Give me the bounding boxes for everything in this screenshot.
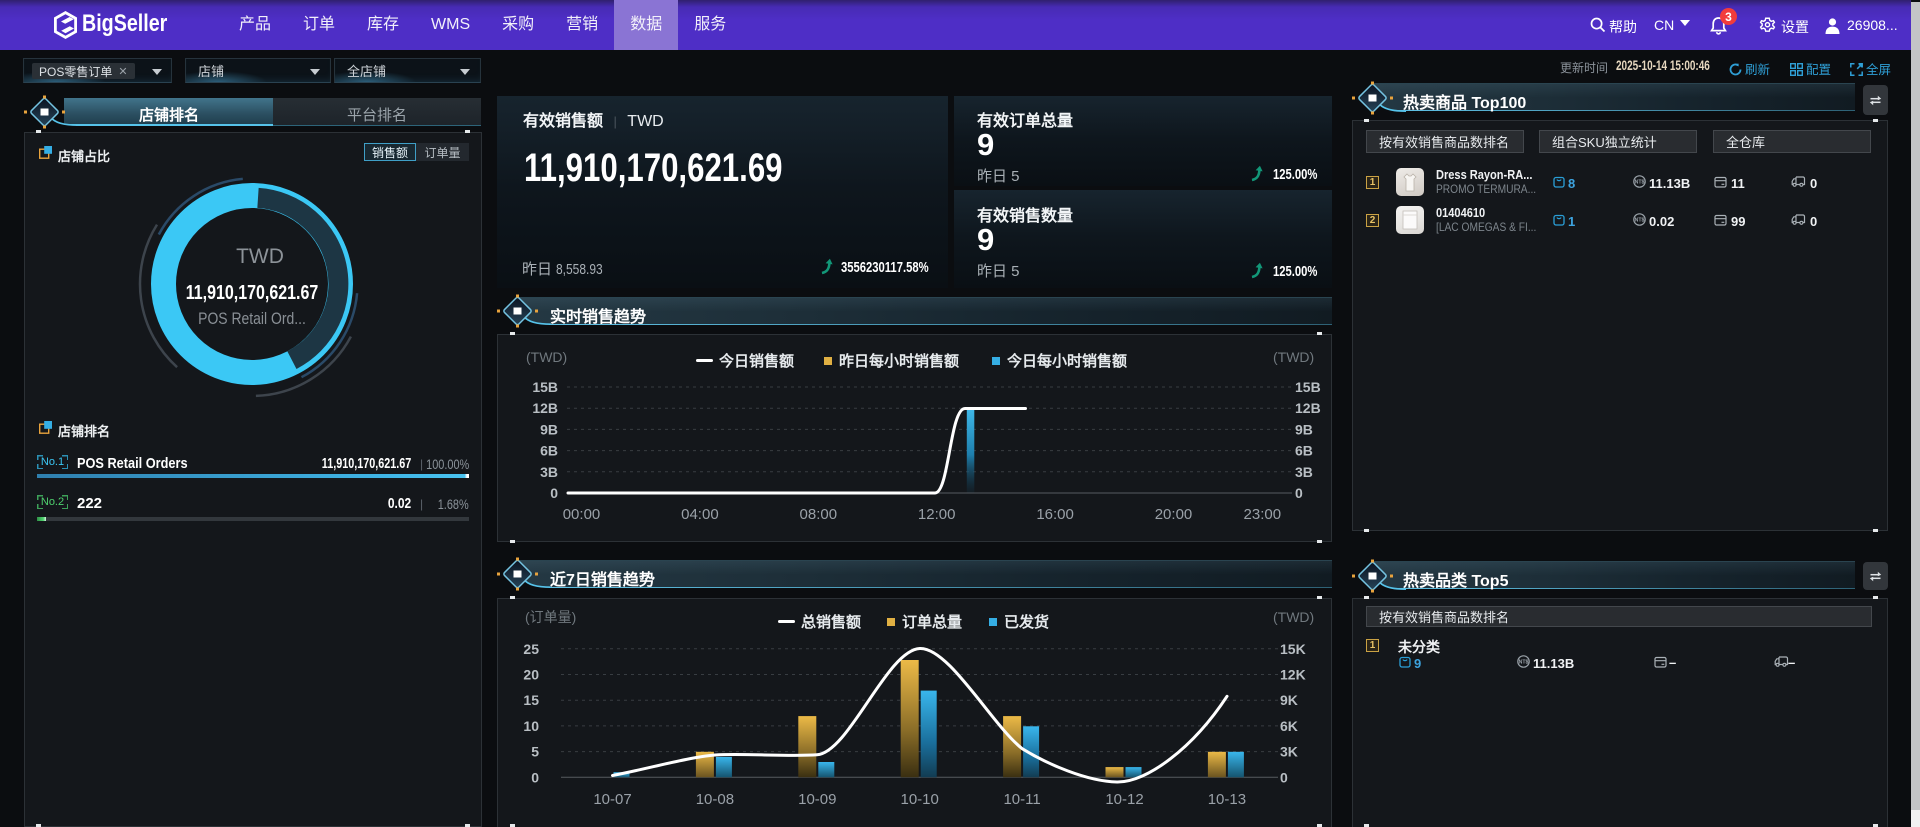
svg-text:(TWD): (TWD) — [1273, 349, 1314, 365]
svg-text:12B: 12B — [532, 400, 558, 416]
svg-text:10-11: 10-11 — [1003, 791, 1040, 808]
svg-text:NT$: NT$ — [1635, 218, 1645, 224]
svg-text:20: 20 — [523, 667, 539, 683]
svg-text:6B: 6B — [540, 443, 558, 459]
svg-text:15B: 15B — [1295, 379, 1321, 395]
svg-text:12K: 12K — [1280, 667, 1306, 683]
svg-text:20:00: 20:00 — [1155, 506, 1193, 523]
svg-text:10-12: 10-12 — [1105, 791, 1143, 808]
svg-text:25: 25 — [523, 641, 539, 657]
svg-text:3B: 3B — [540, 464, 558, 480]
svg-text:5: 5 — [531, 744, 539, 760]
svg-text:(订单量): (订单量) — [525, 609, 576, 625]
svg-text:15: 15 — [523, 692, 539, 708]
svg-text:6B: 6B — [1295, 443, 1313, 459]
svg-text:3B: 3B — [1295, 464, 1313, 480]
svg-text:00:00: 00:00 — [563, 506, 601, 523]
svg-text:10-09: 10-09 — [798, 791, 836, 808]
svg-text:10-13: 10-13 — [1208, 791, 1246, 808]
svg-text:10-08: 10-08 — [696, 791, 734, 808]
svg-text:3K: 3K — [1280, 744, 1298, 760]
svg-text:12:00: 12:00 — [918, 506, 956, 523]
svg-text:0: 0 — [531, 769, 539, 785]
svg-text:6K: 6K — [1280, 718, 1298, 734]
svg-text:NT$: NT$ — [1519, 660, 1529, 666]
svg-text:04:00: 04:00 — [681, 506, 719, 523]
svg-text:9B: 9B — [540, 421, 558, 437]
svg-text:0: 0 — [1280, 769, 1288, 785]
svg-text:10: 10 — [523, 718, 539, 734]
svg-text:16:00: 16:00 — [1036, 506, 1074, 523]
svg-text:0: 0 — [550, 485, 558, 501]
svg-text:15K: 15K — [1280, 641, 1306, 657]
svg-text:(TWD): (TWD) — [1273, 609, 1314, 625]
svg-text:15B: 15B — [532, 379, 558, 395]
svg-text:NT$: NT$ — [1635, 180, 1645, 186]
svg-text:23:00: 23:00 — [1244, 506, 1282, 523]
svg-text:0: 0 — [1295, 485, 1303, 501]
svg-text:12B: 12B — [1295, 400, 1321, 416]
svg-text:08:00: 08:00 — [800, 506, 838, 523]
svg-text:10-10: 10-10 — [901, 791, 939, 808]
svg-text:10-07: 10-07 — [593, 791, 631, 808]
svg-text:9B: 9B — [1295, 421, 1313, 437]
svg-text:9K: 9K — [1280, 692, 1298, 708]
svg-text:(TWD): (TWD) — [526, 349, 567, 365]
